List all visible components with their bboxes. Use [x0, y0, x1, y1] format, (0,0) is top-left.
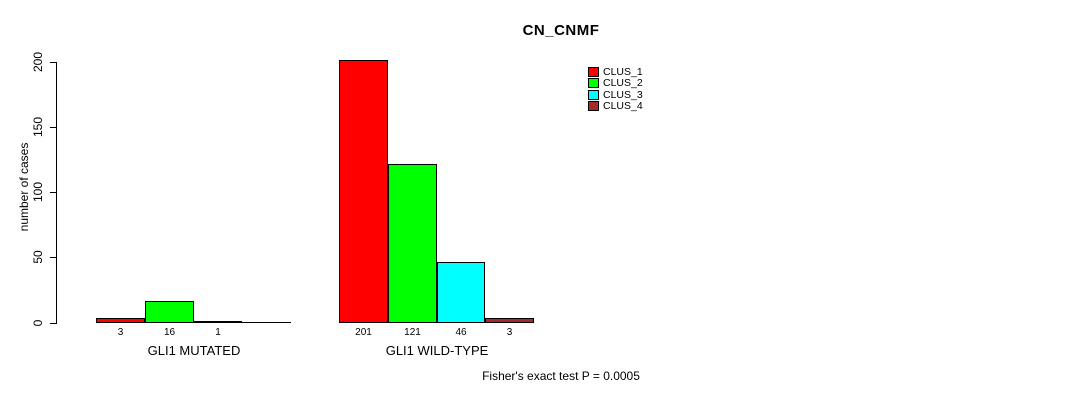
legend-label: CLUS_2: [603, 77, 643, 89]
bar-clus_2-wild-type: [388, 164, 437, 323]
bar-value-label: 121: [404, 327, 421, 338]
legend-swatch-icon: [588, 101, 599, 112]
y-axis-label: number of cases: [17, 142, 31, 232]
legend-label: CLUS_1: [603, 65, 643, 78]
y-tick-label: 150: [31, 116, 45, 138]
legend-swatch-icon: [588, 66, 599, 77]
stat-test-footer: Fisher's exact test P = 0.0005: [482, 369, 640, 383]
legend-row: CLUS_1: [588, 66, 643, 78]
bar-clus_1-mutated: [96, 318, 145, 323]
legend-swatch-icon: [588, 89, 599, 100]
y-tick: [50, 257, 57, 258]
bar-value-label: 201: [355, 327, 372, 338]
legend-label: CLUS_4: [603, 100, 643, 112]
y-tick: [50, 127, 57, 128]
bar-value-label: 46: [455, 327, 467, 338]
bar-value-label: 3: [506, 327, 513, 338]
group-label: GLI1 WILD-TYPE: [385, 343, 489, 358]
bar-clus_2-mutated: [145, 301, 194, 323]
bar-value-label: 1: [215, 327, 221, 338]
bar-clus_3-mutated: [194, 321, 242, 323]
y-tick: [50, 62, 57, 63]
legend-swatch-icon: [588, 78, 599, 89]
bar-clus_4-mutated: [242, 322, 291, 323]
bar-clus_1-wild-type: [339, 60, 388, 323]
y-tick-label: 200: [31, 51, 45, 73]
y-tick-label: 0: [31, 319, 45, 327]
bar-value-label: 3: [117, 327, 124, 338]
y-tick-label: 100: [31, 181, 45, 203]
legend-row: CLUS_3: [588, 89, 643, 101]
bar-clus_4-wild-type: [485, 318, 534, 323]
legend-row: CLUS_2: [588, 78, 643, 90]
bar-value-label: 16: [163, 327, 176, 338]
y-tick: [50, 323, 57, 324]
bar-clus_3-wild-type: [437, 262, 485, 323]
y-tick-label: 50: [31, 250, 45, 264]
group-label: GLI1 MUTATED: [147, 343, 241, 358]
legend: CLUS_1 CLUS_2 CLUS_3 CLUS_4: [588, 66, 643, 112]
legend-row: CLUS_4: [588, 101, 643, 113]
legend-label: CLUS_3: [603, 88, 643, 101]
chart-title: CN_CNMF: [522, 22, 600, 39]
y-tick: [50, 192, 57, 193]
